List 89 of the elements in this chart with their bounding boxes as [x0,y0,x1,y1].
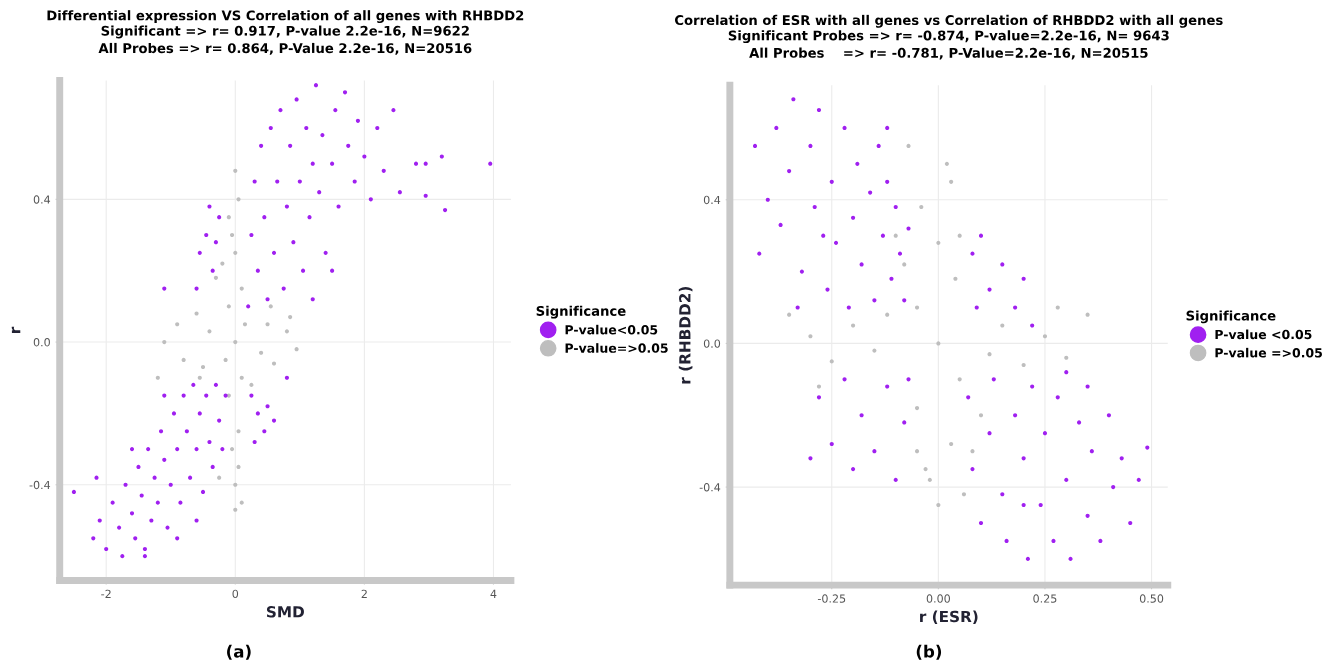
legend-label: P-value <0.05 [1215,329,1312,340]
point [233,482,238,487]
point [236,429,241,434]
point [957,377,962,382]
point [194,311,199,316]
point [239,375,244,380]
y-tick-label: 0.0 [703,339,721,348]
legend-label: P-value=>0.05 [565,343,668,353]
y-tick-label: 0.4 [33,195,51,204]
text: (b) [916,644,942,660]
point [259,350,264,355]
x-tick-label: 0 [232,589,239,599]
point [288,315,293,320]
x-tick-label: 0.25 [1033,594,1057,603]
point [1064,355,1069,360]
y-tick-label: -0.4 [699,483,721,492]
legend-title: Significance [536,305,626,319]
point [265,322,270,327]
x-tick-label: -0.25 [817,594,846,603]
point [233,507,238,512]
point [213,275,218,280]
point [914,405,920,411]
point [1000,323,1005,328]
point [961,492,967,497]
point [223,357,228,362]
point [808,334,813,339]
chart-subtitle: Significant Probes => r= -0.874, P-value=2.2e-16, N= 9643 All Probes => r= -0.781, P-Value=2.2e-16, N=20515 [728,30,1169,60]
point [893,233,898,238]
point [233,168,238,173]
point [936,240,941,245]
point [155,375,160,380]
x-tick-label: 4 [490,589,497,598]
point [949,179,954,184]
point [162,339,167,345]
y-tick-label: 0.0 [33,338,50,347]
point [197,375,202,380]
legend-label: P-value<0.05 [565,324,658,335]
y-axis-title: r (RHBDD2) [678,286,693,384]
point [271,361,277,366]
x-axis-title: SMD [266,606,304,618]
point [284,329,289,334]
point [949,441,954,447]
y-tick-label: 0.4 [703,195,721,205]
chart-title: Correlation of ESR with all genes vs Correlation of RHBDD2 with all genes [674,14,1223,28]
x-tick-label: -2 [101,589,111,598]
point [885,312,890,317]
point [829,359,834,364]
point [1021,362,1026,368]
point [233,250,238,255]
point [902,262,907,267]
point [953,276,958,281]
point [923,467,928,472]
point [1042,334,1048,339]
point [181,357,186,362]
point [944,161,949,166]
y-tick-label: -0.4 [29,480,51,490]
point [970,449,975,454]
y-axis-title: r [11,326,21,333]
point [268,304,273,309]
point [936,502,941,508]
point [226,304,231,309]
point [226,215,231,220]
chart-subtitle: Significant => r= 0.917, P-value 2.2e-16, N=9622 All Probes => r= 0.864, P-Value 2.2e-16, N=20516 [98,25,472,55]
point [987,352,992,357]
point [229,447,235,452]
x-tick-label: 0.00 [926,594,950,603]
point [217,475,222,480]
text: (a) [227,644,251,660]
point [239,286,244,291]
legend-label: P-value =>0.05 [1215,347,1322,358]
point [239,500,244,505]
x-tick-label: 2 [361,589,367,598]
point [957,233,962,238]
point [927,477,932,482]
x-tick-label: 0.50 [1139,594,1164,603]
point [978,413,984,418]
point [851,323,856,328]
point [242,322,248,327]
point [914,449,920,454]
point [1055,305,1060,310]
point [787,312,792,317]
point [294,347,299,352]
point [233,339,238,345]
chart-title: Differential expression VS Correlation of all genes with RHBDD2 [47,10,524,24]
point [249,382,254,387]
x-axis-title: r (ESR) [920,610,978,625]
point [919,204,924,210]
point [175,322,180,327]
legend-title: Significance [1186,310,1276,324]
